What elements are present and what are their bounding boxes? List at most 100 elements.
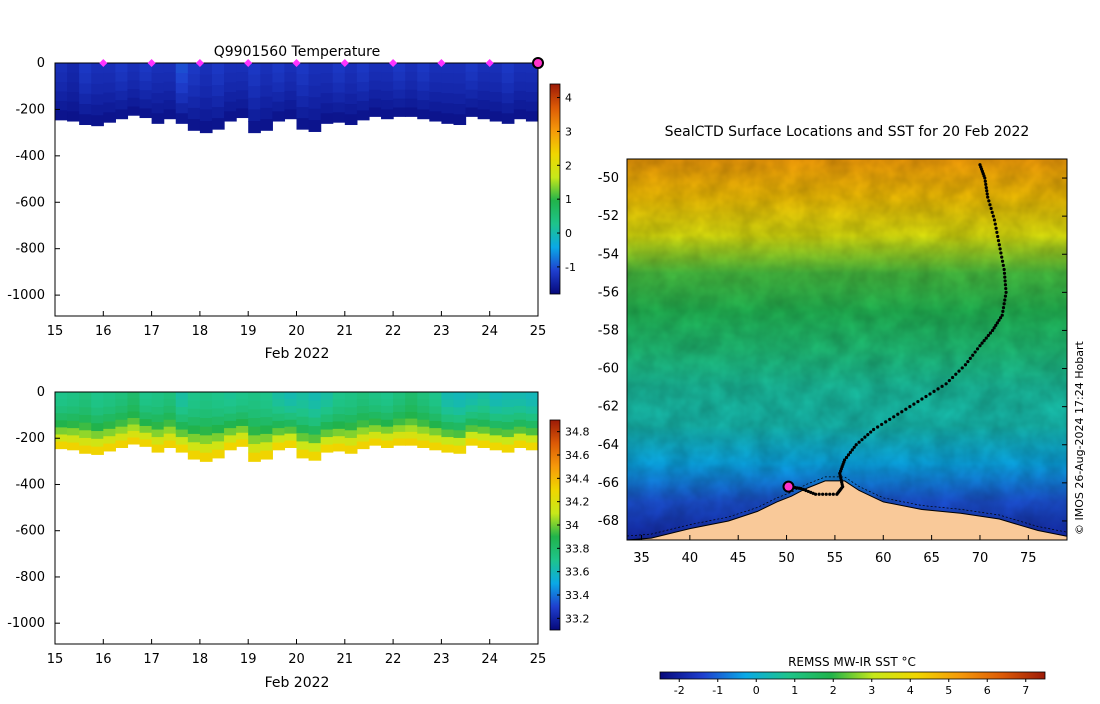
salinity-cell (175, 399, 189, 408)
salinity-cell (224, 413, 237, 422)
salinity-cell (103, 428, 116, 437)
temperature-cell (67, 72, 80, 83)
salinity-cell (115, 412, 129, 421)
temperature-cell (248, 97, 261, 110)
temperature-cell (79, 63, 92, 74)
last-profile-marker (532, 57, 544, 69)
salinity-cell (139, 405, 153, 413)
temperature-cell (67, 82, 80, 93)
temperature-cell (477, 109, 491, 120)
temperature-cell (501, 103, 515, 114)
temperature-cell (429, 72, 442, 83)
track-point (1003, 294, 1008, 298)
track-point (831, 492, 835, 496)
salinity-cell (284, 398, 298, 407)
salinity-cell (79, 414, 92, 424)
track-point (973, 350, 977, 354)
temperature-cell (417, 72, 430, 83)
y-tick-label: -1000 (7, 288, 45, 303)
profile-marker (389, 59, 398, 67)
salinity-cell (356, 392, 370, 400)
x-tick-label: 15 (47, 324, 64, 339)
track-point (1001, 309, 1005, 313)
temperature-cell (211, 107, 225, 119)
salinity-cell (67, 442, 80, 451)
temperature-cell (236, 72, 249, 82)
salinity-cell (332, 443, 346, 452)
temperature-cell (332, 82, 346, 94)
sst-map-panel: SealCTD Surface Locations and SST for 20… (598, 124, 1068, 697)
track-point (990, 328, 995, 333)
seal-track (789, 163, 1008, 496)
temperature-cell (115, 72, 129, 83)
temperature-cell (441, 93, 455, 104)
salinity-panel: 0 -200 -400 -600 -800 -1000 15 16 17 18 19 20 21 22 2… (7, 385, 589, 691)
salinity-cell (260, 450, 273, 460)
track-point (1003, 298, 1007, 302)
salinity-cell (127, 431, 141, 439)
salinity-cell (441, 422, 455, 431)
track-point (996, 238, 1001, 243)
temperature-cell (477, 81, 491, 92)
x-tick-label: 16 (95, 652, 112, 667)
temperature-cell (187, 119, 201, 131)
salinity-cell (501, 392, 515, 401)
temperature-cell (296, 107, 310, 119)
track-point (957, 369, 961, 373)
track-point (916, 399, 920, 404)
track-point (994, 323, 998, 327)
salinity-cell (513, 419, 527, 428)
salinity-cell (513, 426, 527, 435)
salinity-cell (187, 433, 201, 443)
salinity-cell (368, 405, 382, 413)
salinity-cell (115, 419, 129, 428)
salinity-cell (284, 426, 298, 435)
temperature-cell (260, 107, 273, 120)
track-point (984, 182, 988, 186)
temperature-cell (525, 72, 538, 83)
salinity-cell (79, 445, 92, 454)
salinity-cell (308, 426, 322, 436)
track-point (904, 407, 908, 411)
temperature-cell (236, 63, 249, 73)
track-point (975, 347, 980, 351)
salinity-cell (163, 426, 177, 435)
salinity-cell (320, 422, 334, 431)
temperature-cell (477, 63, 491, 73)
salinity-cell (175, 444, 189, 453)
track-point (869, 430, 873, 434)
temperature-cell (151, 103, 165, 114)
salinity-cell (453, 437, 467, 447)
temperature-cell (501, 113, 515, 124)
salinity-cell (199, 435, 213, 445)
salinity-cell (453, 422, 467, 431)
sst-colorbar-label: REMSS MW-IR SST °C (788, 655, 916, 669)
y-tick-label: -54 (598, 247, 619, 262)
temperature-cell (91, 94, 104, 106)
salinity-cell (67, 420, 80, 429)
track-point (880, 422, 884, 427)
temperature-cell (175, 103, 189, 114)
temperature-cell (199, 109, 213, 122)
salinity-cell (344, 430, 358, 439)
track-point (908, 405, 912, 409)
temperature-cell (344, 63, 358, 74)
temperature-cell (477, 90, 491, 101)
track-point (984, 336, 988, 340)
salinity-cell (417, 426, 430, 435)
salinity-cell (284, 405, 298, 414)
salinity-cell (127, 405, 141, 413)
x-tick-label: 18 (192, 324, 209, 339)
salinity-cell (55, 420, 68, 428)
temperature-x-axis: 15 16 17 18 19 20 21 22 23 24 25 (47, 311, 546, 339)
salinity-cell (381, 440, 394, 448)
x-tick-label: 50 (778, 551, 795, 566)
salinity-cell (296, 441, 310, 451)
track-point (866, 432, 870, 437)
salinity-cell (272, 428, 286, 436)
x-tick-label: 70 (972, 551, 989, 566)
track-point (1002, 271, 1007, 275)
temperature-cell (356, 91, 370, 102)
track-point (871, 427, 876, 432)
track-point (990, 210, 994, 214)
